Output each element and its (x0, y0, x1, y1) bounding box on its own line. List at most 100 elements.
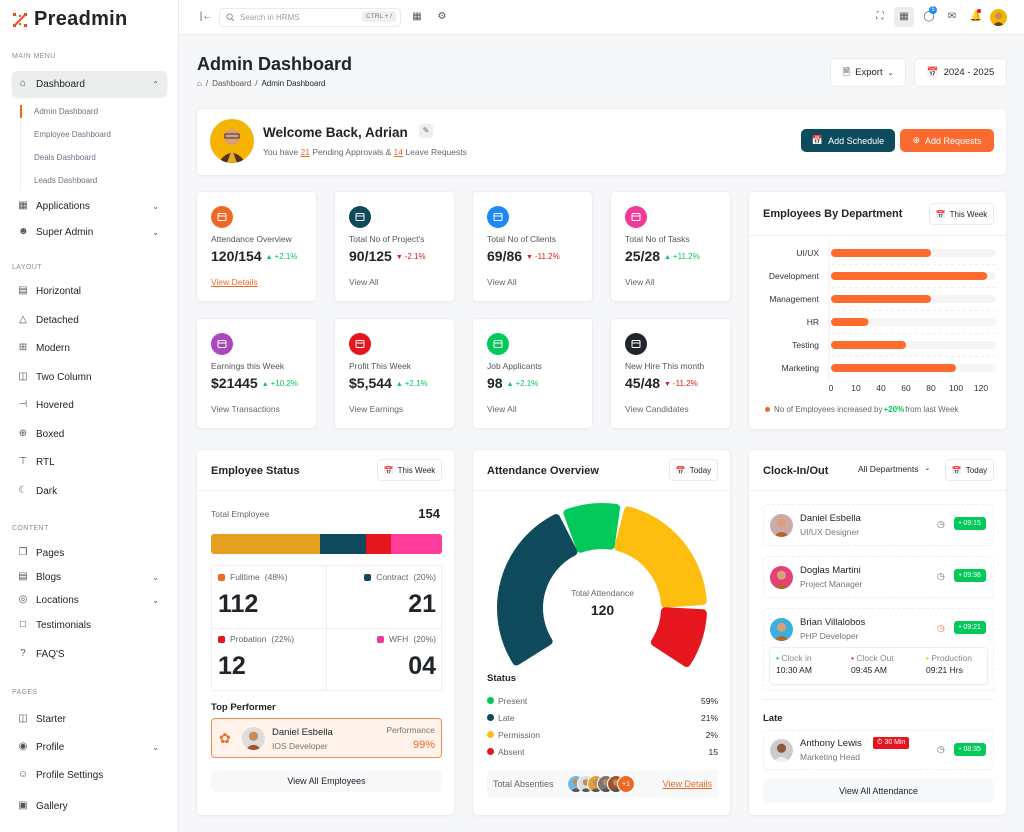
sidebar-section-label: LAYOUT (12, 264, 42, 271)
sidebar-item-gallery[interactable]: ▣ Gallery (12, 793, 167, 819)
department-filter[interactable]: All Departments ⌄ (858, 464, 931, 474)
sidebar-item-faq-s[interactable]: ? FAQ'S (12, 641, 167, 667)
sidebar-item-boxed[interactable]: ⊕ Boxed (12, 421, 167, 447)
blog-icon: ▤ (18, 571, 28, 582)
calendar-icon: 📅 (951, 465, 962, 475)
submenu-item[interactable]: Leads Dashboard (34, 176, 98, 185)
sidebar-item-dashboard[interactable]: ⌂ Dashboard ⌃ (12, 71, 167, 97)
stat-link[interactable]: View Candidates (625, 404, 689, 414)
legend-dot (218, 635, 225, 643)
bar-management (831, 295, 931, 303)
stat-link[interactable]: View All (625, 277, 655, 287)
stat-change: ▲ +2.1% (265, 251, 298, 261)
triangle-icon: △ (19, 314, 27, 325)
sidebar-item-hovered[interactable]: ⊣ Hovered (12, 392, 167, 418)
chevron-down-icon[interactable]: ⌄ (152, 227, 159, 237)
sidebar-item-detached[interactable]: △ Detached (12, 307, 167, 333)
sidebar-item-testimonials[interactable]: □ Testimonials (12, 612, 167, 638)
collapse-sidebar-icon[interactable]: |← (199, 11, 213, 22)
sidebar-item-locations[interactable]: ◎ Locations ⌄ (12, 587, 167, 613)
sidebar-item-starter[interactable]: ◫ Starter (12, 706, 167, 732)
chevron-down-icon[interactable]: ⌄ (152, 572, 159, 582)
type-header: WFH (20%) (376, 634, 436, 644)
export-button[interactable]: 🗎 Export ⌄ (830, 58, 906, 87)
today-filter[interactable]: 📅 Today (945, 459, 994, 481)
export-label: Export (855, 67, 883, 78)
clock-row[interactable]: Daniel Esbella UI/UX Designer ◷ • 09:15 (763, 504, 994, 546)
leave-requests-count[interactable]: 14 (393, 147, 404, 157)
welcome-subtitle: You have 21 Pending Approvals & 14 Leave… (263, 147, 467, 157)
sidebar-item-modern[interactable]: ⊞ Modern (12, 335, 167, 361)
stat-link[interactable]: View Details (211, 277, 258, 287)
chat-icon[interactable]: ◯ (923, 11, 935, 22)
add-requests-button[interactable]: ⊕ Add Requests (900, 129, 994, 152)
absentee-avatars[interactable] (567, 775, 625, 793)
user-avatar[interactable] (990, 9, 1007, 26)
chevron-down-icon[interactable]: ⌄ (152, 742, 159, 752)
sidebar-item-rtl[interactable]: ⊤ RTL (12, 449, 167, 475)
brand-logo[interactable]: Preadmin (12, 8, 128, 31)
card-title: Attendance Overview (487, 465, 599, 477)
bar-track (831, 318, 996, 326)
more-absentees-badge[interactable]: +1 (617, 775, 635, 793)
search-input[interactable]: Search in HRMS CTRL + / (219, 8, 401, 27)
sidebar-item-pages[interactable]: ❐ Pages (12, 540, 167, 566)
sidebar-item-horizontal[interactable]: ▤ Horizontal (12, 278, 167, 304)
timer-icon: ⏱ (877, 739, 883, 746)
sidebar-item-applications[interactable]: ▦ Applications ⌄ (12, 193, 167, 219)
sidebar-item-blogs[interactable]: ▤ Blogs ⌄ (12, 564, 167, 590)
sidebar-item-super-admin[interactable]: ☻ Super Admin ⌄ (12, 219, 167, 245)
employee-distribution-bar (211, 534, 442, 554)
clock-row[interactable]: Doglas Martini Project Manager ◷ • 09:36 (763, 556, 994, 598)
this-week-filter[interactable]: 📅 This Week (929, 203, 994, 225)
bell-icon[interactable]: 🔔 (969, 11, 983, 22)
home-icon: ⌂ (19, 78, 27, 89)
divider (212, 628, 441, 629)
settings-icon[interactable]: ⚙ (437, 11, 447, 22)
pending-approvals-count[interactable]: 21 (300, 147, 310, 157)
sidebar-item-profile-settings[interactable]: ☺ Profile Settings (12, 762, 167, 788)
sidebar-item-dark[interactable]: ☾ Dark (12, 478, 167, 504)
view-details-link[interactable]: View Details (662, 779, 712, 789)
apps-grid-icon[interactable]: ▦ (412, 11, 422, 22)
stat-link[interactable]: View All (487, 404, 517, 414)
submenu-item[interactable]: Admin Dashboard (34, 107, 99, 116)
card-title: Employee Status (211, 465, 300, 477)
stat-link[interactable]: View All (487, 277, 517, 287)
today-filter[interactable]: 📅 Today (669, 459, 718, 481)
sidebar-item-label: Boxed (36, 428, 65, 440)
view-all-attendance-button[interactable]: View All Attendance (763, 779, 994, 803)
mail-icon[interactable]: ✉ (947, 11, 957, 22)
grid-icon: ▦ (18, 200, 28, 211)
chevron-up-icon[interactable]: ⌃ (152, 79, 159, 89)
users-icon (487, 333, 509, 355)
this-week-filter[interactable]: 📅 This Week (377, 459, 442, 481)
breadcrumb-dashboard[interactable]: Dashboard (212, 79, 252, 88)
chevron-down-icon[interactable]: ⌄ (152, 201, 159, 211)
attendance-overview-card: Attendance Overview 📅 Today Total Attenda… (472, 449, 731, 816)
stat-link[interactable]: View Earnings (349, 404, 404, 414)
submenu-item[interactable]: Employee Dashboard (34, 130, 111, 139)
edit-icon[interactable]: ✎ (419, 124, 433, 138)
fullscreen-icon[interactable]: ⛶ (876, 11, 884, 22)
stat-link[interactable]: View All (349, 277, 379, 287)
sidebar-item-profile[interactable]: ◉ Profile ⌄ (12, 734, 167, 760)
stat-label: Attendance Overview (211, 234, 292, 244)
employee-name: Brian Villalobos (800, 617, 866, 628)
status-label: Status (487, 673, 517, 684)
stat-link[interactable]: View Transactions (211, 404, 280, 414)
chevron-down-icon[interactable]: ⌄ (152, 595, 159, 605)
year-range-button[interactable]: 📅 2024 - 2025 (914, 58, 1007, 87)
top-performer-label: Top Performer (211, 702, 276, 713)
triangle-up-icon: ▲ (664, 253, 673, 261)
clock-row[interactable]: Brian Villalobos PHP Developer ◷ • 09:21 • C… (763, 608, 994, 691)
home-icon[interactable]: ⌂ (197, 79, 202, 88)
view-all-employees-button[interactable]: View All Employees (211, 770, 442, 792)
submenu-item[interactable]: Deals Dashboard (34, 153, 96, 162)
late-employee-row[interactable]: Anthony Lewis ⏱ 30 Min Marketing Head ◷ … (763, 730, 994, 770)
sidebar-item-two-column[interactable]: ◫ Two Column (12, 364, 167, 390)
x-tick-label: 120 (974, 383, 988, 393)
clock-icon: ◷ (937, 744, 945, 754)
layout-icon[interactable]: ▦ (894, 7, 914, 27)
add-schedule-button[interactable]: 📅 Add Schedule (801, 129, 895, 152)
